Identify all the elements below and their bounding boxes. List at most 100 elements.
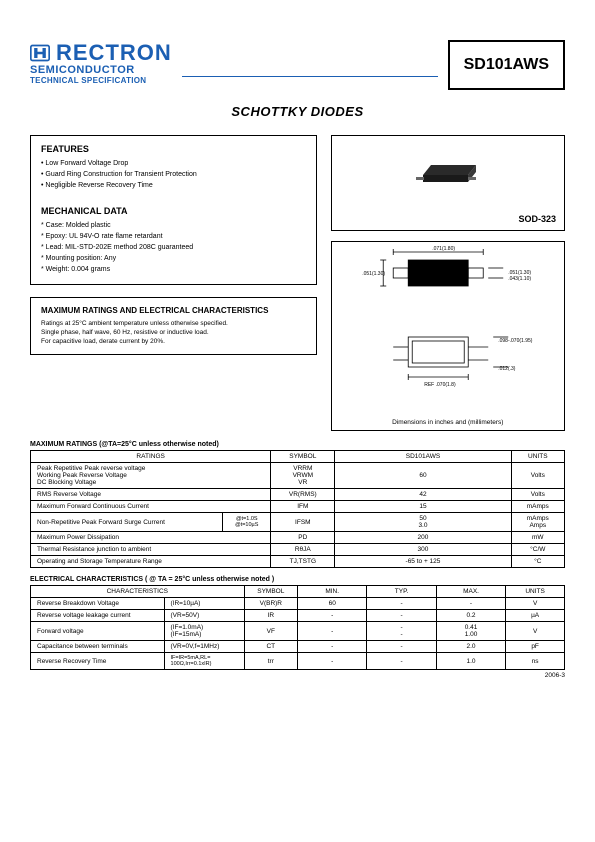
cell: 50 3.0 (335, 513, 511, 532)
cell: RθJA (271, 544, 335, 556)
cell: - (436, 598, 505, 610)
features-box: FEATURES Low Forward Voltage Drop Guard … (30, 135, 317, 285)
svg-text:.012(.3): .012(.3) (498, 366, 516, 372)
cell: 200 (335, 532, 511, 544)
feature-item: Guard Ring Construction for Transient Pr… (41, 169, 306, 180)
cell: - (298, 610, 367, 622)
table-row: Peak Repetitive Peak reverse voltage Wor… (31, 463, 565, 489)
cell: - (298, 653, 367, 670)
cell: °C (511, 556, 564, 568)
part-number-box: SD101AWS (448, 40, 565, 90)
mechanical-item: Weight: 0.004 grams (41, 264, 306, 275)
cell: Operating and Storage Temperature Range (31, 556, 271, 568)
table-header: RATINGS (31, 451, 271, 463)
cell: (VR=0V,f=1MHz) (164, 641, 244, 653)
cell: TJ,TSTG (271, 556, 335, 568)
cell: mAmps Amps (511, 513, 564, 532)
max-ratings-table: RATINGS SYMBOL SD101AWS UNITS Peak Repet… (30, 450, 565, 568)
cell: 2.0 (436, 641, 505, 653)
mechanical-item: Mounting position: Any (41, 253, 306, 264)
brand-subtitle: SEMICONDUCTOR (30, 64, 172, 76)
cell: Maximum Forward Continuous Current (31, 501, 271, 513)
cell: - (367, 598, 436, 610)
feature-item: Negligible Reverse Recovery Time (41, 180, 306, 191)
max-ratings-label: MAXIMUM RATINGS (@TA=25°C unless otherwi… (30, 441, 565, 448)
table-row: Non-Repetitive Peak Forward Surge Curren… (31, 513, 565, 532)
svg-text:.051(1.30): .051(1.30) (362, 271, 385, 277)
cell: - (367, 610, 436, 622)
cell: PD (271, 532, 335, 544)
table-row: Forward voltage (IF=1.0mA) (IF=15mA) VF … (31, 622, 565, 641)
header-rule (182, 76, 438, 77)
cell: V (506, 598, 565, 610)
cell: V(BR)R (244, 598, 297, 610)
cell: - (367, 653, 436, 670)
svg-text:.071(1.80): .071(1.80) (432, 246, 455, 252)
cell: IFSM (271, 513, 335, 532)
table-header: SYMBOL (244, 586, 297, 598)
table-header: UNITS (511, 451, 564, 463)
package-box: SOD-323 (331, 135, 565, 231)
cell: VF (244, 622, 297, 641)
cell: Peak Repetitive Peak reverse voltage Wor… (31, 463, 271, 489)
dimensions-caption: Dimensions in inches and (millimeters) (332, 419, 564, 426)
cell: Maximum Power Dissipation (31, 532, 271, 544)
cell: mAmps (511, 501, 564, 513)
cell: Forward voltage (31, 622, 165, 641)
table-header: UNITS (506, 586, 565, 598)
table-row: Operating and Storage Temperature Range … (31, 556, 565, 568)
cell: pF (506, 641, 565, 653)
ratings-note: For capacitive load, derate current by 2… (41, 337, 306, 346)
cell: - (367, 641, 436, 653)
mechanical-item: Case: Molded plastic (41, 220, 306, 231)
ratings-heading: MAXIMUM RATINGS AND ELECTRICAL CHARACTER… (41, 306, 306, 315)
brand-block: RECTRON SEMICONDUCTOR TECHNICAL SPECIFIC… (30, 40, 172, 85)
package-label: SOD-323 (518, 214, 556, 224)
cell: 0.2 (436, 610, 505, 622)
table-row: Reverse Breakdown Voltage (IR=10µA) V(BR… (31, 598, 565, 610)
table-header: MIN. (298, 586, 367, 598)
cell: - (298, 641, 367, 653)
table-header: SD101AWS (335, 451, 511, 463)
cell: VR(RMS) (271, 489, 335, 501)
cell: ns (506, 653, 565, 670)
table-header: CHARACTERISTICS (31, 586, 245, 598)
features-heading: FEATURES (41, 144, 306, 154)
table-row: Capacitance between terminals (VR=0V,f=1… (31, 641, 565, 653)
elec-char-table: CHARACTERISTICS SYMBOL MIN. TYP. MAX. UN… (30, 585, 565, 670)
table-row: RMS Reverse Voltage VR(RMS) 42 Volts (31, 489, 565, 501)
cell: @t=1.0S @t=10µS (223, 513, 271, 532)
cell: Capacitance between terminals (31, 641, 165, 653)
table-row: Maximum Power Dissipation PD 200 mW (31, 532, 565, 544)
cell: - (298, 622, 367, 641)
svg-text:REF .070(1.8): REF .070(1.8) (424, 382, 456, 388)
cell: Reverse Breakdown Voltage (31, 598, 165, 610)
cell: -65 to + 125 (335, 556, 511, 568)
ratings-notes-box: MAXIMUM RATINGS AND ELECTRICAL CHARACTER… (30, 297, 317, 355)
table-row: Thermal Resistance junction to ambient R… (31, 544, 565, 556)
cell: µA (506, 610, 565, 622)
dimensions-box: .051(1.30) .043(1.10) .071(1.80) .051(1.… (331, 241, 565, 431)
table-row: Maximum Forward Continuous Current IFM 1… (31, 501, 565, 513)
cell: 60 (335, 463, 511, 489)
brand-spec: TECHNICAL SPECIFICATION (30, 76, 172, 85)
cell: Reverse Recovery Time (31, 653, 165, 670)
cell: Non-Repetitive Peak Forward Surge Curren… (31, 513, 223, 532)
cell: 300 (335, 544, 511, 556)
brand-logo-icon (30, 44, 50, 62)
table-row: CHARACTERISTICS SYMBOL MIN. TYP. MAX. UN… (31, 586, 565, 598)
cell: 15 (335, 501, 511, 513)
cell: IR (244, 610, 297, 622)
mid-section: FEATURES Low Forward Voltage Drop Guard … (30, 135, 565, 431)
mechanical-item: Epoxy: UL 94V-O rate flame retardant (41, 231, 306, 242)
cell: trr (244, 653, 297, 670)
dimension-drawing-icon: .051(1.30) .043(1.10) .071(1.80) .051(1.… (332, 242, 564, 412)
cell: Volts (511, 489, 564, 501)
cell: - - (367, 622, 436, 641)
cell: 1.0 (436, 653, 505, 670)
table-row: Reverse voltage leakage current (VR=50V)… (31, 610, 565, 622)
ratings-note: Single phase, half wave, 60 Hz, resistiv… (41, 328, 306, 337)
cell: IF=IR=5mA,RL= 100Ω,Irr=0.1xIR) (164, 653, 244, 670)
cell: IFM (271, 501, 335, 513)
cell: mW (511, 532, 564, 544)
